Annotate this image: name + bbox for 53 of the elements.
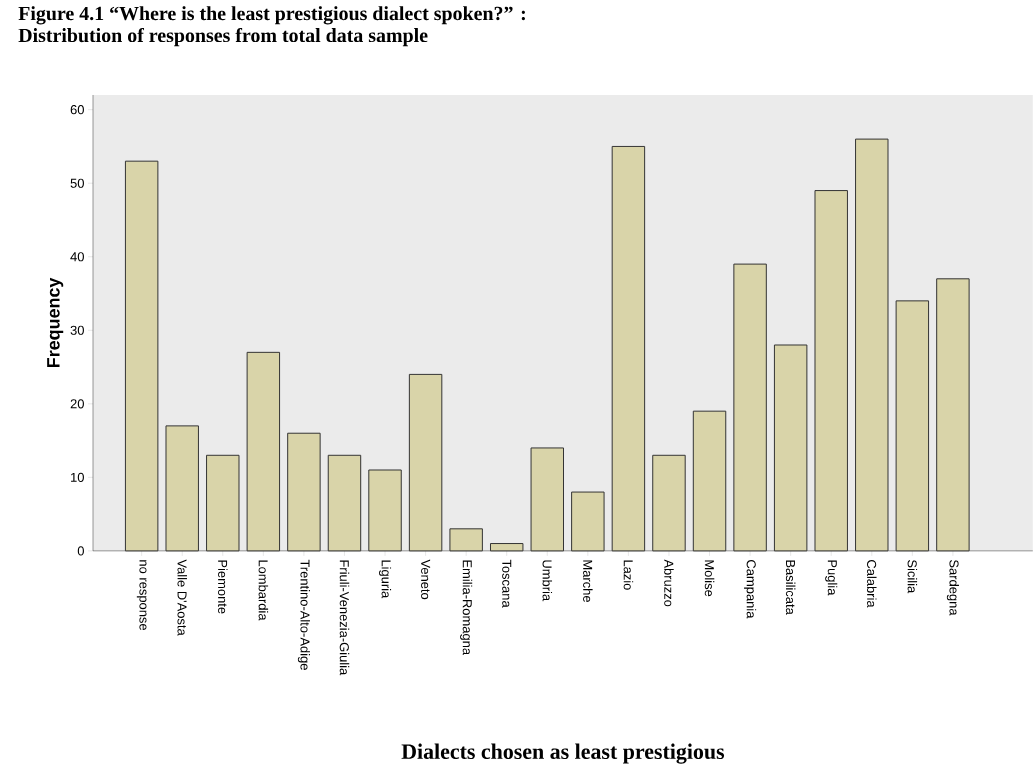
bar	[733, 263, 767, 552]
bar	[936, 278, 970, 552]
bar	[165, 425, 199, 552]
bar	[611, 146, 646, 552]
x-tick-label: Sicilia	[907, 560, 918, 594]
y-tick-label: 0	[77, 546, 84, 556]
x-tick-label: Basilicata	[785, 560, 796, 615]
y-tick-label: 30	[70, 325, 84, 335]
x-tick-label: Abruzzo	[664, 559, 674, 607]
bar	[408, 373, 443, 552]
x-tick-label: Umbria	[542, 560, 553, 602]
x-tick-label: Lombardia	[258, 560, 269, 621]
y-tick-label: 40	[70, 252, 84, 262]
x-tick-label: Campania	[744, 560, 757, 619]
bar	[855, 138, 889, 552]
bar	[124, 160, 159, 552]
y-tick-label: 50	[70, 178, 84, 188]
chart-title: Figure 4.1 “Where is the least prestigious dialect spoken?” :	[18, 6, 525, 25]
x-tick-label: Veneto	[421, 559, 431, 600]
bar	[206, 454, 240, 552]
bar	[652, 454, 686, 552]
x-tick-label: Toscana	[502, 559, 512, 608]
bar	[814, 190, 848, 552]
x-tick-label: Friuli-Venezia-Giulia	[339, 560, 350, 676]
bar	[490, 543, 524, 552]
x-tick-label: Molise	[704, 560, 715, 597]
y-tick-label: 20	[70, 399, 84, 409]
x-tick-label: no response	[136, 560, 147, 631]
bar	[895, 300, 930, 552]
x-tick-label: Trentino-Alto-Adige	[297, 559, 310, 670]
bar	[449, 528, 483, 552]
bar	[530, 447, 564, 552]
bar	[773, 344, 808, 552]
x-tick-label: Lazio	[623, 560, 634, 590]
x-tick-label: Puglia	[825, 560, 838, 596]
x-tick-label: Sardegna	[946, 560, 959, 616]
y-tick-label: 60	[70, 105, 84, 115]
chart-subtitle: Distribution of responses from total data sample	[18, 27, 428, 47]
x-tick-label: Calabria	[867, 560, 877, 608]
x-tick-label: Marche	[583, 560, 593, 603]
bar	[327, 454, 362, 552]
bar	[287, 432, 321, 552]
bar	[692, 410, 727, 552]
x-tick-label: Piemonte	[218, 560, 228, 614]
x-tick-label: Valle D'Aosta	[177, 559, 187, 636]
bar	[368, 469, 402, 552]
x-tick-label: Liguria	[379, 560, 392, 599]
bar	[571, 491, 605, 552]
bar	[246, 351, 281, 552]
x-tick-label: Emilia-Romagna	[460, 560, 473, 656]
y-tick-label: 10	[71, 472, 84, 483]
y-axis-title: Frequency	[47, 277, 64, 368]
x-axis-title: Dialects chosen as least prestigious	[401, 743, 725, 764]
